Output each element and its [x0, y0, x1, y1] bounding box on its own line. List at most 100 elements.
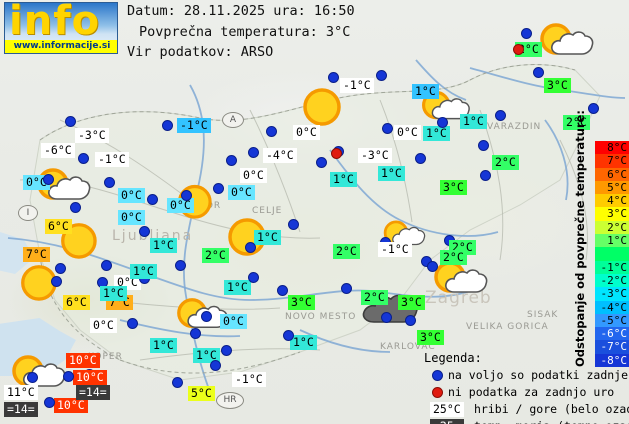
station-dot[interactable]	[65, 116, 76, 127]
station-dot[interactable]	[221, 345, 232, 356]
station-temperature-chip: -4°C	[263, 148, 297, 163]
station-dot[interactable]	[316, 157, 327, 168]
sun-cloud-icon	[538, 20, 596, 64]
station-temperature-chip: 0°C	[394, 125, 421, 140]
station-temperature-chip: 10°C	[66, 353, 100, 368]
station-dot[interactable]	[341, 283, 352, 294]
station-dot[interactable]	[405, 315, 416, 326]
temperature-scale: Odstopanje od povprečne temperature: 8°C…	[570, 110, 629, 368]
station-temperature-chip: 5°C	[188, 386, 215, 401]
station-dot[interactable]	[55, 263, 66, 274]
station-dot[interactable]	[127, 318, 138, 329]
station-temperature-chip: 3°C	[544, 78, 571, 93]
legend-red-dot-label: ni podatka za zadnjo uro	[448, 385, 615, 399]
legend-red-dot-icon	[432, 387, 443, 398]
station-dot[interactable]	[415, 153, 426, 164]
scale-row-8	[595, 247, 629, 261]
station-dot[interactable]	[147, 194, 158, 205]
legend-blue-dot-icon	[432, 370, 443, 381]
station-dot[interactable]	[226, 155, 237, 166]
station-temperature-chip: 2°C	[202, 248, 229, 263]
station-dot[interactable]	[248, 147, 259, 158]
place-label-10: SISAK	[527, 310, 559, 320]
station-temperature-chip: 1°C	[378, 166, 405, 181]
station-temperature-chip: -1°C	[378, 242, 412, 257]
station-dot[interactable]	[288, 219, 299, 230]
station-dot[interactable]	[101, 260, 112, 271]
station-dot[interactable]	[328, 72, 339, 83]
station-dot[interactable]	[588, 103, 599, 114]
station-temperature-chip: 3°C	[398, 295, 425, 310]
station-dot[interactable]	[162, 120, 173, 131]
station-dot[interactable]	[478, 140, 489, 151]
station-dot[interactable]	[213, 183, 224, 194]
place-label-6: KOPER	[88, 352, 123, 362]
station-temperature-chip: 2°C	[563, 115, 590, 130]
station-dot-no-data[interactable]	[331, 148, 342, 159]
scale-row-13: -5°C	[595, 313, 629, 328]
station-temperature-chip: -1°C	[340, 78, 374, 93]
sea-temperature-chip: =14=	[76, 385, 110, 400]
station-temperature-chip: 6°C	[63, 295, 90, 310]
station-dot[interactable]	[427, 261, 438, 272]
station-dot[interactable]	[104, 177, 115, 188]
station-dot[interactable]	[277, 285, 288, 296]
country-marker-i: I	[18, 205, 38, 221]
scale-row-0: 8°C	[595, 141, 629, 155]
station-dot[interactable]	[210, 360, 221, 371]
station-dot[interactable]	[63, 371, 74, 382]
station-dot[interactable]	[44, 397, 55, 408]
station-dot[interactable]	[266, 126, 277, 137]
scale-row-1: 7°C	[595, 154, 629, 168]
sun-cloud-icon	[420, 88, 472, 128]
sun-cloud-icon	[175, 295, 230, 337]
station-dot[interactable]	[43, 174, 54, 185]
station-dot[interactable]	[381, 312, 392, 323]
logo-url: www.informacije.si	[5, 40, 117, 53]
station-dot[interactable]	[376, 70, 387, 81]
station-dot[interactable]	[480, 170, 491, 181]
station-temperature-chip: 2°C	[361, 290, 388, 305]
station-temperature-chip: -1°C	[95, 152, 129, 167]
station-dot[interactable]	[521, 28, 532, 39]
station-dot-no-data[interactable]	[513, 44, 524, 55]
station-dot[interactable]	[245, 242, 256, 253]
station-dot[interactable]	[78, 153, 89, 164]
scale-color-column: 8°C 7°C 6°C 5°C 4°C 3°C 2°C 1°C -1°C -2°C -3°C -4°C…	[595, 141, 629, 368]
station-temperature-chip: -3°C	[358, 148, 392, 163]
station-temperature-chip: 10°C	[54, 398, 88, 413]
header-avg-temperature: Povprečna temperatura: 3°C	[139, 24, 351, 40]
station-dot[interactable]	[201, 311, 212, 322]
station-dot[interactable]	[382, 123, 393, 134]
logo-wordmark: info	[9, 2, 101, 44]
station-dot[interactable]	[70, 202, 81, 213]
sun-icon	[300, 85, 344, 133]
station-temperature-chip: 1°C	[150, 338, 177, 353]
station-temperature-chip: 6°C	[45, 219, 72, 234]
station-dot[interactable]	[139, 226, 150, 237]
station-dot[interactable]	[533, 67, 544, 78]
station-dot[interactable]	[495, 110, 506, 121]
station-temperature-chip: -1°C	[177, 118, 211, 133]
station-dot[interactable]	[51, 276, 62, 287]
station-dot[interactable]	[437, 117, 448, 128]
station-dot[interactable]	[172, 377, 183, 388]
sun-cloud-icon	[432, 258, 490, 302]
station-dot[interactable]	[175, 260, 186, 271]
place-label-8: VARAZDIN	[487, 122, 542, 132]
station-dot[interactable]	[248, 272, 259, 283]
site-logo[interactable]: info www.informacije.si	[4, 2, 118, 54]
place-label-9: KARLOVAC	[380, 342, 436, 352]
station-temperature-chip: 1°C	[224, 280, 251, 295]
station-dot[interactable]	[283, 330, 294, 341]
station-dot[interactable]	[190, 328, 201, 339]
country-marker-a: A	[222, 112, 244, 128]
scale-row-5: 3°C	[595, 207, 629, 221]
station-dot[interactable]	[27, 372, 38, 383]
station-temperature-chip: 1°C	[150, 238, 177, 253]
station-dot[interactable]	[181, 190, 192, 201]
station-temperature-chip: 3°C	[288, 295, 315, 310]
station-temperature-chip: 2°C	[440, 250, 467, 265]
sea-temperature-chip: =14=	[4, 402, 38, 417]
